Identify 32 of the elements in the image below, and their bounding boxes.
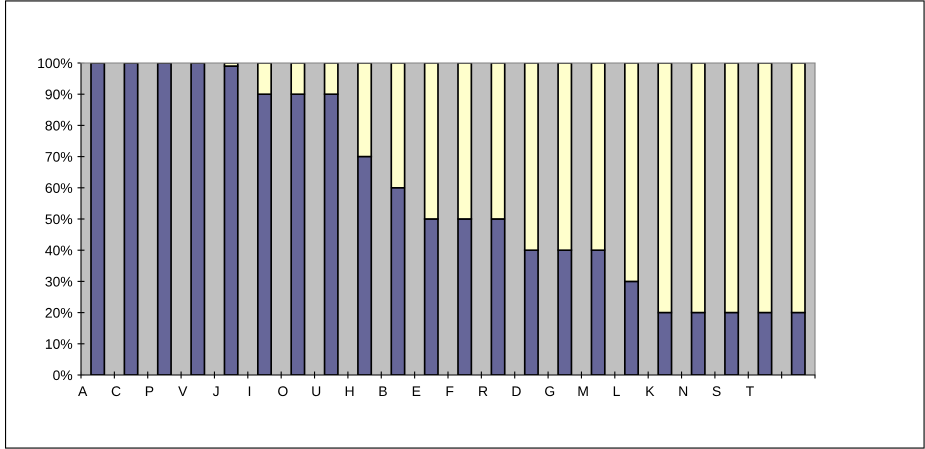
x-tick-label: E bbox=[412, 386, 420, 396]
y-tick-label: 80% bbox=[45, 120, 72, 131]
x-tick-label: I bbox=[248, 386, 250, 396]
x-tick-label: R bbox=[479, 386, 488, 396]
y-tick-label: 30% bbox=[45, 276, 72, 287]
x-tick-label: N bbox=[679, 386, 688, 396]
x-tick-label: P bbox=[146, 386, 154, 396]
x-tick-label: D bbox=[512, 386, 521, 396]
y-tick-label: 60% bbox=[46, 183, 72, 193]
y-tick-label: 40% bbox=[45, 246, 72, 256]
x-tick-label: G bbox=[545, 386, 554, 396]
y-tick-label: 0% bbox=[53, 370, 72, 380]
x-tick-label: T bbox=[746, 386, 754, 396]
y-tick-label: 50% bbox=[45, 214, 72, 224]
x-tick-label: B bbox=[379, 386, 387, 396]
x-tick-label: S bbox=[712, 386, 721, 396]
x-tick-label: K bbox=[646, 386, 654, 396]
x-tick-label: O bbox=[278, 386, 288, 396]
x-tick-label: M bbox=[578, 386, 588, 396]
x-tick-label: U bbox=[312, 386, 320, 396]
y-tick-label: 100% bbox=[38, 58, 72, 68]
x-tick-label: V bbox=[178, 386, 188, 396]
x-tick-label: L bbox=[614, 386, 620, 396]
x-tick-label: F bbox=[446, 386, 454, 396]
x-tick-label: C bbox=[112, 386, 121, 396]
x-tick-label: H bbox=[346, 386, 354, 396]
x-tick-label: J bbox=[212, 386, 219, 396]
x-tick-label: A bbox=[78, 386, 88, 396]
y-tick-label: 20% bbox=[46, 308, 72, 318]
y-tick-label: 70% bbox=[46, 152, 72, 162]
y-tick-label: 90% bbox=[46, 90, 72, 100]
y-tick-label: 10% bbox=[46, 339, 72, 349]
